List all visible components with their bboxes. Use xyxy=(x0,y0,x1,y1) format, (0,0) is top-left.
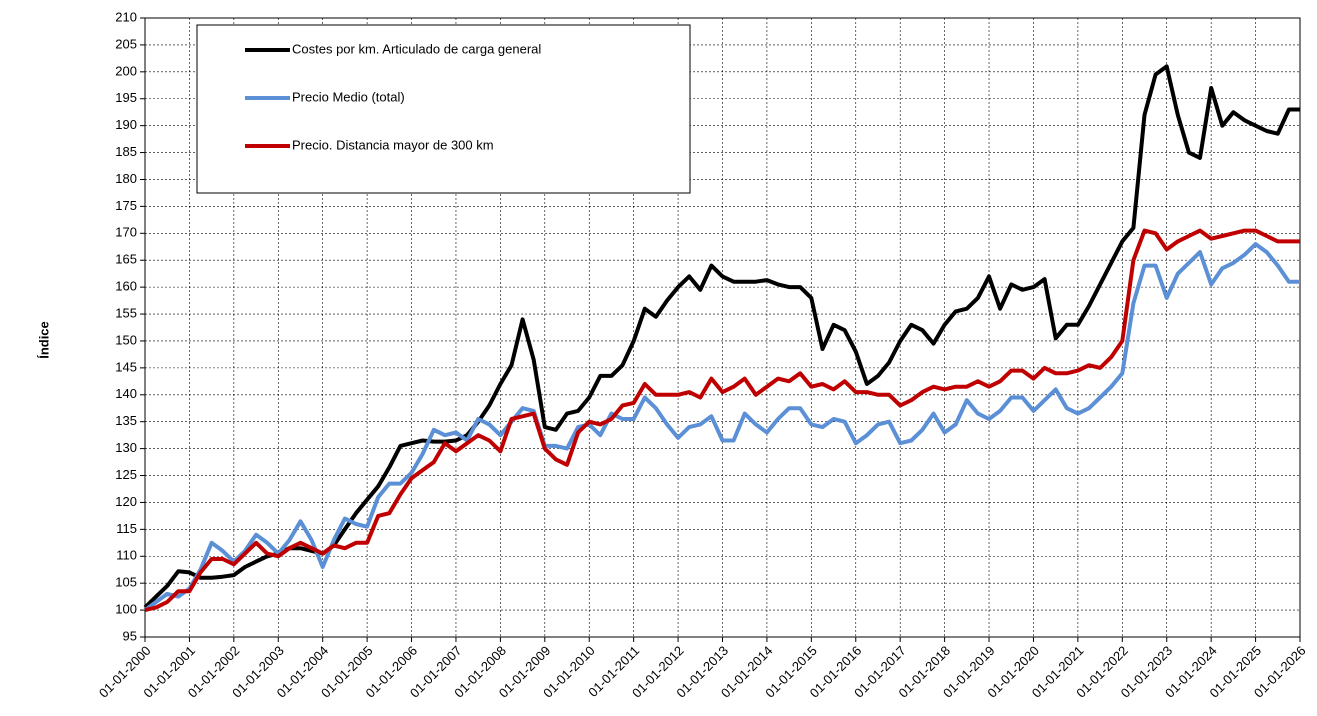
y-tick-label: 155 xyxy=(115,305,137,320)
plot-border xyxy=(144,17,1301,638)
y-tick-label: 105 xyxy=(115,575,137,590)
y-tick-label: 145 xyxy=(115,359,137,374)
y-tick-label: 200 xyxy=(115,63,137,78)
line-series xyxy=(143,64,1300,609)
y-tick-label: 150 xyxy=(115,332,137,347)
y-tick-label: 175 xyxy=(115,198,137,213)
y-tick-label: 205 xyxy=(115,36,137,51)
y-tick-label: 180 xyxy=(115,171,137,186)
y-tick-label: 95 xyxy=(123,628,137,643)
legend-box xyxy=(196,24,691,194)
y-tick-label: 125 xyxy=(115,467,137,482)
line-series xyxy=(143,242,1300,612)
y-tick-label: 135 xyxy=(115,413,137,428)
legend-label: Precio Medio (total) xyxy=(292,89,405,104)
y-tick-label: 170 xyxy=(115,225,137,240)
y-tick-label: 120 xyxy=(115,494,137,509)
y-tick-label: 160 xyxy=(115,279,137,294)
legend-label: Precio. Distancia mayor de 300 km xyxy=(292,137,494,152)
line-series xyxy=(144,228,1300,613)
y-tick-label: 185 xyxy=(115,144,137,159)
y-tick-label: 130 xyxy=(115,440,137,455)
y-tick-label: 190 xyxy=(115,117,137,132)
y-tick-label: 165 xyxy=(115,252,137,267)
y-tick-label: 140 xyxy=(115,386,137,401)
y-tick-label: 110 xyxy=(116,548,137,563)
legend-label: Costes por km. Articulado de carga gener… xyxy=(292,41,541,56)
y-tick-label: 210 xyxy=(115,9,137,24)
y-tick-label: 195 xyxy=(115,90,137,105)
y-tick-label: 115 xyxy=(116,521,137,536)
y-axis-label: Índice xyxy=(36,321,51,359)
y-tick-label: 100 xyxy=(115,602,137,617)
